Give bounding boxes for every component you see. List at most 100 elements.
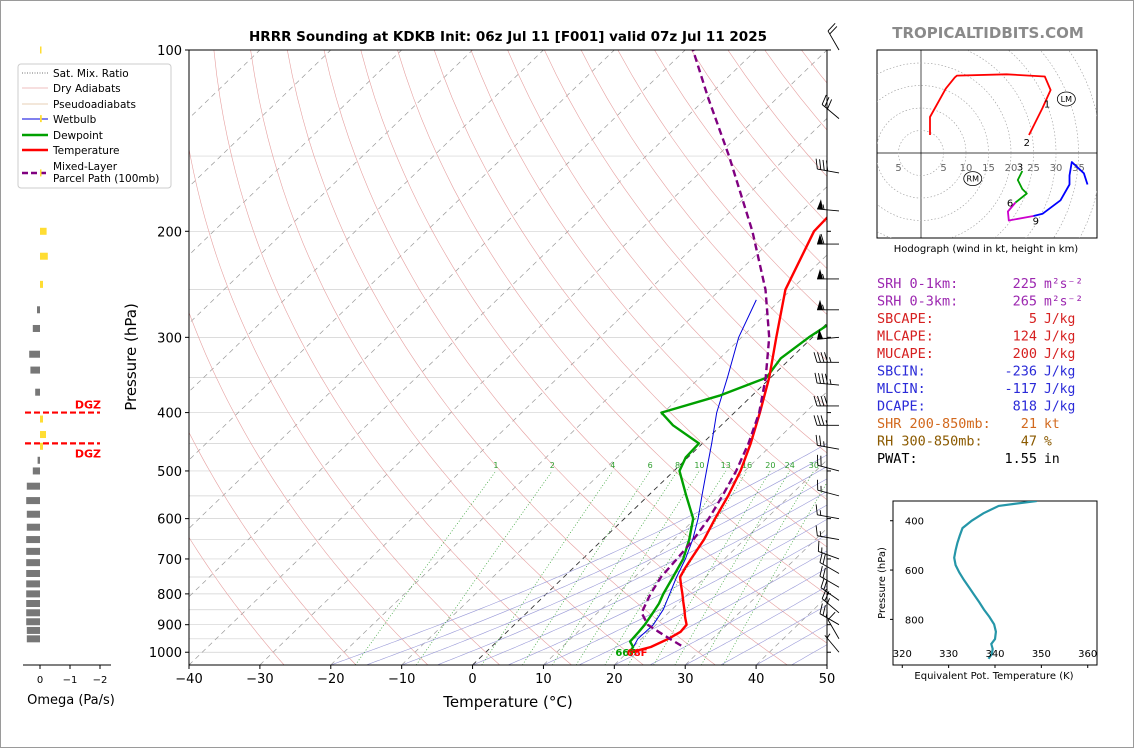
wind-barb — [817, 300, 839, 310]
wind-barb — [817, 566, 844, 587]
omega-tick-label: 0 — [37, 675, 43, 686]
x-tick-label: −10 — [388, 672, 415, 687]
index-unit: J/kg — [1044, 400, 1075, 415]
mixing-ratio-label: 2 — [550, 461, 555, 470]
wind-barb-full — [821, 160, 826, 170]
hodograph-frame — [877, 50, 1097, 238]
wind-barb-flag — [817, 199, 824, 209]
omega-bar — [40, 228, 47, 235]
index-unit: in — [1044, 452, 1060, 467]
index-label: RH 300-850mb: — [877, 434, 983, 450]
mixing-ratio-label: 6 — [648, 461, 653, 470]
x-tick-label: 40 — [748, 672, 765, 687]
omega-tick-label: −1 — [63, 675, 78, 686]
hodograph-ring-label: 15 — [982, 163, 995, 174]
mixing-ratio-line — [482, 471, 613, 665]
wind-barb-full — [818, 352, 821, 362]
index-value: 124 — [1013, 329, 1037, 345]
wind-barb-staff — [828, 620, 839, 639]
wind-barb-full — [825, 374, 829, 384]
hodograph-height-label: 9 — [1033, 217, 1039, 228]
legend-parcel-line2: Parcel Path (100mb) — [53, 173, 159, 185]
x-tick-label: −40 — [175, 672, 202, 687]
y-tick-label: 300 — [157, 331, 182, 346]
hodograph-height-label: 2 — [1024, 138, 1030, 149]
index-unit: J/kg — [1044, 365, 1075, 380]
y-tick-label: 500 — [157, 465, 182, 480]
hodograph-ring-label: 30 — [1050, 163, 1063, 174]
omega-bar — [26, 497, 40, 504]
wind-barb — [817, 234, 839, 244]
dry-adiabat-line — [141, 50, 428, 665]
omega-bar — [26, 590, 40, 597]
omega-bar — [38, 457, 40, 464]
index-label: MUCAPE: — [877, 346, 934, 362]
wind-barb-full — [814, 525, 819, 535]
skewt-y-label: Pressure (hPa) — [122, 303, 140, 411]
wind-barb-full — [818, 415, 821, 425]
x-tick-label: −20 — [317, 672, 344, 687]
omega-bar — [26, 548, 40, 555]
x-tick-label: 50 — [819, 672, 836, 687]
skewt-x-label: Temperature (°C) — [442, 693, 572, 711]
y-tick-label: 100 — [157, 44, 182, 59]
index-value: -117 — [1004, 381, 1037, 397]
site-watermark: TROPICALTIDBITS.COM — [892, 24, 1084, 42]
hodograph-ring-label: 5 — [895, 163, 901, 174]
omega-bar — [27, 511, 40, 518]
wind-barb-full — [814, 159, 819, 169]
wind-barb — [820, 95, 846, 119]
wind-barbs — [814, 23, 848, 652]
wind-barb — [827, 23, 848, 50]
index-value: 200 — [1013, 346, 1037, 362]
omega-bar — [40, 253, 48, 260]
omega-bar — [37, 306, 40, 313]
index-value: 818 — [1013, 399, 1037, 415]
legend-pseudoadiabats: Pseudoadiabats — [53, 99, 136, 111]
omega-bar — [26, 609, 40, 616]
index-label: SRH 0-1km: — [877, 276, 958, 292]
dry-adiabat-line — [287, 50, 715, 665]
wind-barb-full — [814, 352, 817, 362]
surface-temperature-label: 68F — [627, 648, 648, 659]
wind-barb — [817, 604, 844, 625]
index-value: 47 — [1021, 434, 1037, 450]
dry-adiabat-line — [361, 50, 859, 665]
y-tick-label: 600 — [157, 513, 182, 528]
index-label: MLCIN: — [877, 381, 926, 397]
index-unit: J/kg — [1044, 382, 1075, 397]
y-tick-label: 400 — [157, 407, 182, 422]
omega-bar — [27, 627, 40, 634]
wind-barb-full — [821, 373, 825, 383]
omega-bar — [26, 600, 40, 607]
omega-bar — [26, 580, 40, 587]
index-value: 21 — [1021, 416, 1037, 432]
wind-barb-full — [828, 26, 838, 34]
mixing-ratio-line — [675, 471, 790, 665]
index-value: 1.55 — [1004, 451, 1037, 467]
wind-barb-staff — [817, 209, 839, 211]
x-tick-label: 0 — [468, 672, 476, 687]
legend: Sat. Mix. Ratio Dry Adiabats Pseudoadiab… — [18, 64, 171, 188]
y-tick-label: 700 — [157, 553, 182, 568]
theta-e-x-tick-label: 330 — [939, 649, 958, 660]
wind-barb-half — [830, 357, 832, 362]
theta-e-y-label: Pressure (hPa) — [877, 547, 888, 619]
omega-bar — [40, 443, 43, 450]
index-label: DCAPE: — [877, 399, 926, 415]
index-label: SBCIN: — [877, 364, 926, 380]
index-unit: J/kg — [1044, 312, 1075, 327]
index-unit: % — [1044, 435, 1052, 450]
x-tick-label: 10 — [535, 672, 552, 687]
omega-bar — [40, 169, 42, 176]
omega-bar — [26, 559, 40, 566]
wind-barb-flag — [817, 269, 823, 279]
omega-bar — [26, 618, 40, 625]
